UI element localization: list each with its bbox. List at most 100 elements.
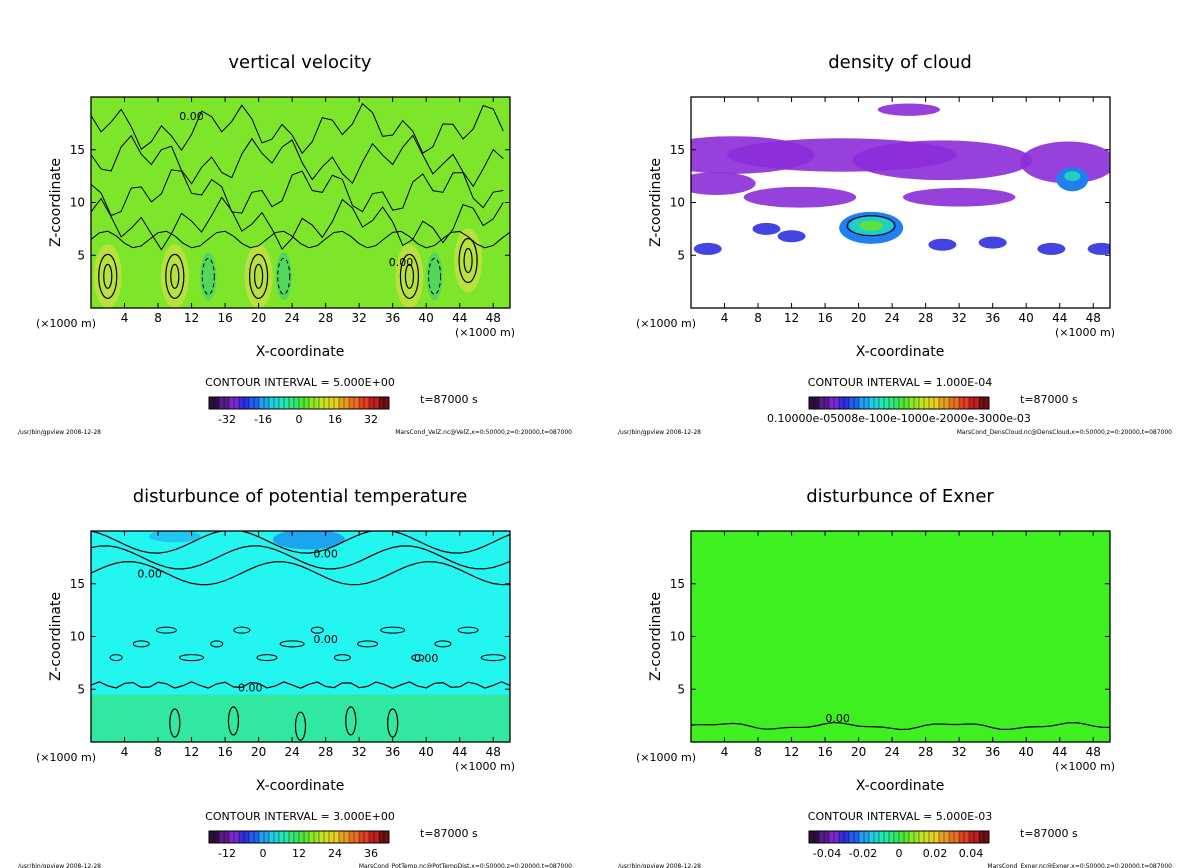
colorbar-swatch [898,396,905,410]
cloud-blob [877,103,941,116]
x-tick-label: 36 [985,311,1000,325]
contour-label: 0.00 [179,110,204,123]
colorbar-swatch [848,830,855,844]
colorbar-swatch [933,396,940,410]
colorbar-swatch [873,830,880,844]
x-unit-right: (×1000 m) [455,326,515,339]
colorbar-swatch [903,396,910,410]
colorbar-swatch [893,830,900,844]
contour-line [155,626,177,634]
colorbar-swatch [828,830,835,844]
contour-line [109,654,123,662]
colorbar-tick-label: 36 [364,847,378,860]
colorbar-swatch [358,830,365,844]
colorbar-swatch [358,396,365,410]
contour-line [428,257,442,295]
x-tick-label: 44 [452,311,467,325]
colorbar-swatch [373,396,380,410]
contour-line [210,640,224,648]
colorbar-swatch [363,396,370,410]
y-axis-label: Z-coordinate [648,592,664,681]
y-tick-label: 5 [677,682,685,696]
colorbar-swatch [333,830,340,844]
colorbar-tick-label: -16 [254,413,272,426]
x-tick-label: 12 [184,745,199,759]
x-tick-label: 16 [817,745,832,759]
footer-right: MarsCond_Exner.nc@Exner,x=0:50000,z=0:20… [987,863,1172,868]
colorbar-swatch [263,396,270,410]
cloud-blob [1087,242,1110,255]
colorbar-swatch [903,830,910,844]
y-tick-label: 5 [77,248,85,262]
colorbar-swatch [918,396,925,410]
colorbar-swatch [333,396,340,410]
colorbar-swatch [968,396,975,410]
x-tick-label: 12 [784,745,799,759]
chart-title: disturbunce of potential temperature [133,486,468,507]
contour-line [201,257,215,295]
chart-panel-2: disturbunce of potential temperature 0.00… [18,486,572,868]
colorbar-swatch [313,830,320,844]
x-tick-label: 44 [1052,311,1067,325]
x-tick-label: 12 [184,311,199,325]
contour-label: 0.00 [825,712,850,725]
time-label: t=87000 s [1020,393,1078,406]
y-tick-label: 10 [70,630,85,644]
colorbar-swatch [868,830,875,844]
colorbar-swatch [348,830,355,844]
colorbar-tick-label: 0 [896,847,903,860]
contour-line [310,626,324,634]
colorbar-swatch [218,396,225,410]
colorbar-tick-label: 0 [296,413,303,426]
colorbar-swatch [323,396,330,410]
colorbar-swatch [898,830,905,844]
colorbar-swatch [923,396,930,410]
x-tick-label: 24 [284,745,299,759]
colorbar-swatch [353,830,360,844]
colorbar-tick-label: -0.04 [813,847,841,860]
colorbar-swatch [283,830,290,844]
contour-line [480,654,506,662]
colorbar-tick-label: 32 [364,413,378,426]
colorbar-swatch [218,830,225,844]
x-tick-label: 32 [352,311,367,325]
contour-line [91,545,510,570]
x-unit-right: (×1000 m) [1055,760,1115,773]
colorbar-swatch [338,396,345,410]
x-tick-label: 32 [952,745,967,759]
contour-line [98,253,118,299]
contour-line [404,263,415,289]
colorbar-swatch [893,396,900,410]
colorbar-swatch [973,396,980,410]
contour-line [294,711,307,741]
colorbar-swatch [338,830,345,844]
y-axis-label: Z-coordinate [648,158,664,247]
x-tick-label: 40 [1019,745,1034,759]
colorbar-swatch [838,396,845,410]
x-tick-label: 28 [918,745,933,759]
x-unit-right: (×1000 m) [1055,326,1115,339]
colorbar-swatch [288,830,295,844]
colorbar-swatch [233,830,240,844]
cloud-blob [852,140,1033,181]
colorbar-swatch [923,830,930,844]
x-tick-label: 8 [754,311,762,325]
y-tick-label: 15 [670,577,685,591]
x-tick-label: 4 [721,311,729,325]
colorbar-swatch [833,396,840,410]
time-label: t=87000 s [420,393,478,406]
colorbar-swatch [808,396,815,410]
colorbar-frame [208,830,390,844]
footer-left: /usr/bin/gpview 2008-12-28 [618,863,701,868]
colorbar-swatch [373,830,380,844]
cold-pocket [272,531,345,550]
cloud-blob [1020,141,1110,184]
contour-line [91,561,510,586]
colorbar-swatch [843,830,850,844]
contour-label: 0.00 [238,681,263,694]
chart-title: disturbunce of Exner [806,486,994,507]
contour-line [169,708,181,738]
colorbar-tick-label: 12 [292,847,306,860]
